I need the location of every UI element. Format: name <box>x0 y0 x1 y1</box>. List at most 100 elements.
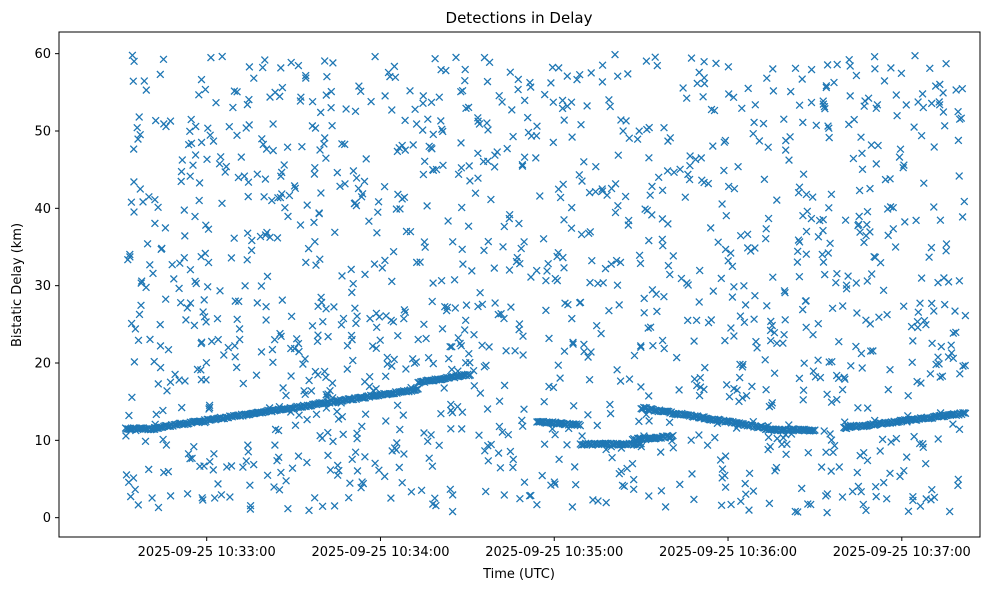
clutter-detection-marker <box>889 203 898 212</box>
clutter-detection-marker <box>282 391 290 400</box>
clutter-detection-marker <box>316 431 324 440</box>
clutter-detection-marker <box>263 228 271 237</box>
clutter-detection-marker <box>141 437 150 446</box>
clutter-detection-marker <box>561 299 569 308</box>
clutter-detection-marker <box>267 196 276 205</box>
clutter-detection-marker <box>513 253 522 262</box>
clutter-detection-marker <box>327 87 336 96</box>
clutter-detection-marker <box>435 441 444 450</box>
clutter-detection-marker <box>645 123 654 132</box>
clutter-detection-marker <box>687 436 696 445</box>
clutter-detection-marker <box>547 79 555 87</box>
clutter-detection-marker <box>587 256 596 265</box>
clutter-detection-marker <box>348 356 357 365</box>
clutter-detection-marker <box>913 323 922 332</box>
clutter-detection-marker <box>947 341 956 350</box>
clutter-detection-marker <box>180 206 189 214</box>
clutter-detection-marker <box>854 482 863 491</box>
clutter-detection-marker <box>387 494 395 502</box>
clutter-detection-marker <box>507 106 516 114</box>
clutter-detection-marker <box>896 145 905 154</box>
clutter-detection-marker <box>247 246 256 255</box>
clutter-detection-marker <box>243 441 252 449</box>
clutter-detection-marker <box>740 318 749 327</box>
clutter-detection-marker <box>395 463 404 472</box>
clutter-detection-marker <box>644 492 653 500</box>
clutter-detection-marker <box>457 203 466 212</box>
clutter-detection-marker <box>598 61 607 70</box>
clutter-detection-marker <box>425 454 434 463</box>
clutter-detection-marker <box>381 92 389 100</box>
clutter-detection-marker <box>560 263 568 272</box>
clutter-detection-marker <box>570 463 579 471</box>
clutter-detection-marker <box>278 83 287 92</box>
clutter-detection-marker <box>560 116 569 124</box>
clutter-detection-marker <box>448 507 457 516</box>
clutter-detection-marker <box>766 336 775 345</box>
clutter-detection-marker <box>438 127 447 136</box>
clutter-detection-marker <box>204 258 213 267</box>
clutter-detection-marker <box>519 351 527 359</box>
clutter-detection-marker <box>301 71 310 80</box>
clutter-detection-marker <box>544 259 553 268</box>
clutter-detection-marker <box>392 439 401 447</box>
clutter-detection-marker <box>863 207 872 216</box>
clutter-detection-marker <box>693 79 702 88</box>
clutter-detection-marker <box>388 447 397 455</box>
clutter-detection-marker <box>244 192 253 201</box>
clutter-detection-marker <box>677 274 686 283</box>
clutter-detection-marker <box>408 354 417 363</box>
clutter-detection-marker <box>417 486 426 495</box>
clutter-detection-marker <box>518 160 527 169</box>
clutter-detection-marker <box>751 291 759 300</box>
clutter-detection-marker <box>876 447 885 455</box>
clutter-detection-marker <box>205 405 213 413</box>
clutter-detection-marker <box>916 502 925 510</box>
clutter-detection-marker <box>660 123 668 132</box>
clutter-detection-marker <box>935 80 944 89</box>
clutter-detection-marker <box>329 437 337 446</box>
clutter-detection-marker <box>371 52 379 61</box>
clutter-detection-marker <box>347 288 356 297</box>
clutter-detection-marker <box>480 246 488 255</box>
clutter-detection-marker <box>695 431 703 439</box>
clutter-detection-marker <box>281 203 289 212</box>
clutter-detection-marker <box>872 492 881 501</box>
clutter-detection-marker <box>852 279 861 287</box>
clutter-detection-marker <box>305 506 313 515</box>
clutter-detection-marker <box>645 153 653 162</box>
clutter-detection-marker <box>330 502 339 510</box>
clutter-detection-marker <box>480 446 489 455</box>
clutter-detection-marker <box>437 65 445 74</box>
clutter-detection-marker <box>484 456 493 465</box>
clutter-detection-marker <box>718 200 726 208</box>
clutter-detection-marker <box>311 367 320 376</box>
clutter-detection-marker <box>257 348 266 356</box>
clutter-detection-marker <box>457 341 466 350</box>
clutter-detection-marker <box>348 335 356 344</box>
clutter-detection-marker <box>683 316 692 325</box>
clutter-detection-marker <box>740 281 748 290</box>
clutter-detection-marker <box>907 322 916 331</box>
clutter-detection-marker <box>399 411 408 419</box>
clutter-detection-marker <box>958 213 967 221</box>
clutter-detection-marker <box>520 478 529 487</box>
clutter-detection-marker <box>401 146 410 154</box>
clutter-detection-marker <box>183 304 192 312</box>
clutter-detection-marker <box>538 471 547 480</box>
clutter-detection-marker <box>207 337 216 346</box>
clutter-detection-marker <box>317 189 325 197</box>
clutter-detection-marker <box>511 346 519 355</box>
x-tick-label: 2025-09-25 10:34:00 <box>311 545 449 560</box>
clutter-detection-marker <box>500 491 509 499</box>
clutter-detection-marker <box>191 212 199 221</box>
clutter-detection-marker <box>539 234 548 243</box>
clutter-detection-marker <box>263 272 272 281</box>
clutter-detection-marker <box>520 237 528 246</box>
clutter-detection-marker <box>177 167 186 176</box>
clutter-detection-marker <box>879 478 888 487</box>
clutter-detection-marker <box>346 479 354 488</box>
clutter-detection-marker <box>243 229 252 238</box>
clutter-detection-marker <box>169 275 178 283</box>
clutter-detection-marker <box>838 385 847 394</box>
